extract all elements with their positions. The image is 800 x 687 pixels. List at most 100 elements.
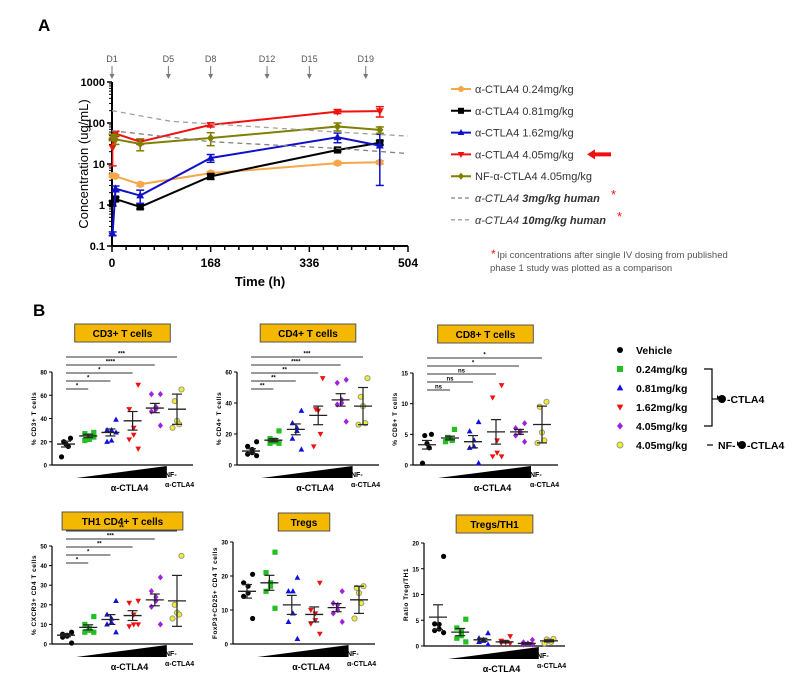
panel-b-legend: Vehicle 0.24mg/kg 0.81mg/kg 1.62mg/kg 4.05mg… (616, 345, 784, 452)
panel-label-b: B (33, 301, 45, 320)
legend-marker (457, 129, 465, 135)
legend-label-bold: 3mg/kg human (522, 193, 600, 205)
y-tick-label: 80 (40, 371, 47, 377)
data-point (307, 607, 314, 614)
legend-label: α-CTLA4 0.81mg/kg (475, 106, 574, 118)
data-point (104, 438, 110, 444)
x-tick-label: 168 (201, 256, 221, 270)
dose-wedge (448, 647, 539, 659)
y-tick-label: 0 (44, 643, 48, 649)
pk-chart: 0.1 1 10 100 1000 0 168 336 504 Time (h) Concentra… (76, 54, 418, 289)
data-point (272, 605, 278, 611)
dosing-day-label: D5 (163, 54, 175, 64)
data-point (475, 418, 482, 425)
data-point (334, 379, 340, 386)
data-point (485, 630, 491, 636)
data-point (316, 580, 323, 586)
data-point (111, 134, 120, 144)
data-point (130, 432, 137, 438)
significance-label: ** (119, 526, 124, 532)
y-tick-label: 30 (221, 541, 228, 547)
down-arrow-icon (363, 74, 369, 79)
significance-label: ns (435, 385, 443, 391)
data-point (148, 390, 155, 398)
data-point (148, 603, 155, 610)
data-point (276, 440, 282, 446)
down-arrow-icon (165, 74, 171, 79)
nf-label-line-1: NF- (347, 651, 359, 658)
data-point (339, 588, 345, 595)
data-point (333, 146, 342, 154)
data-point (272, 549, 278, 555)
data-point (113, 597, 119, 603)
footnote-line-1: Ipi concentrations after single IV dosin… (497, 250, 728, 261)
data-point (108, 437, 115, 443)
antibody-icon (737, 441, 746, 449)
nf-label-line-2: α-CTLA4 (347, 661, 376, 668)
data-point (489, 454, 496, 460)
data-point (108, 144, 117, 153)
panel-title: CD3+ T cells (93, 329, 153, 340)
data-point (335, 601, 341, 609)
data-point (276, 428, 282, 434)
dosing-day-label: D1 (106, 54, 118, 64)
data-point (86, 436, 92, 443)
data-point (169, 424, 176, 431)
down-arrow-icon (109, 74, 115, 79)
data-point (91, 613, 97, 620)
data-point (267, 583, 274, 589)
data-point (263, 570, 269, 576)
y-axis-label: FoxP3+CD25+ CD4 T cells (212, 547, 219, 639)
y-tick-label: 5 (416, 619, 420, 625)
data-point (494, 450, 500, 456)
data-point (333, 108, 342, 116)
y-tick-label: 40 (225, 402, 232, 408)
y-tick-label: 60 (225, 371, 232, 377)
dosing-day-label: D12 (259, 54, 276, 64)
data-point (364, 375, 371, 382)
data-point (375, 141, 384, 149)
data-point (463, 639, 469, 645)
y-tick-label: 40 (40, 564, 47, 570)
data-point (135, 622, 142, 628)
left-arrow-icon (587, 149, 611, 160)
antibody-icon-body (738, 441, 746, 449)
data-point (442, 439, 449, 445)
data-point (432, 621, 438, 627)
data-point (498, 454, 505, 460)
y-axis-label: % CD3+ T cells (31, 392, 38, 445)
down-arrow-icon (264, 74, 270, 79)
nf-label-line-1: NF- (351, 472, 363, 479)
data-point (250, 615, 256, 622)
data-point (375, 108, 384, 116)
dose-wedge (257, 645, 349, 657)
nf-label-suffix: -CTLA4 (747, 440, 784, 452)
antibody-icon (717, 395, 726, 403)
data-point (285, 618, 292, 624)
significance-label: *** (118, 352, 126, 358)
data-point (136, 191, 145, 199)
nf-label-prefix: NF- (718, 440, 736, 452)
data-point (136, 180, 144, 188)
data-point (148, 587, 155, 595)
legend-label: 1.62mg/kg (636, 402, 687, 414)
data-point (543, 398, 550, 405)
dose-wedge (76, 466, 167, 478)
panel-title-box (259, 323, 357, 343)
data-point (58, 454, 65, 460)
data-point (441, 553, 447, 559)
data-point (422, 432, 428, 439)
data-point (335, 606, 341, 614)
data-point (489, 395, 496, 401)
x-group-label: α-CTLA4 (292, 662, 330, 672)
data-point (135, 382, 142, 388)
antibody-icon-arm (717, 395, 720, 400)
data-point (339, 399, 345, 407)
y-tick-label: 1 (99, 200, 105, 212)
nf-label-line-1: NF- (165, 651, 177, 658)
significance-label: * (483, 353, 486, 359)
data-point (207, 172, 215, 180)
dosing-day-label: D8 (205, 54, 217, 64)
data-point (104, 427, 110, 433)
